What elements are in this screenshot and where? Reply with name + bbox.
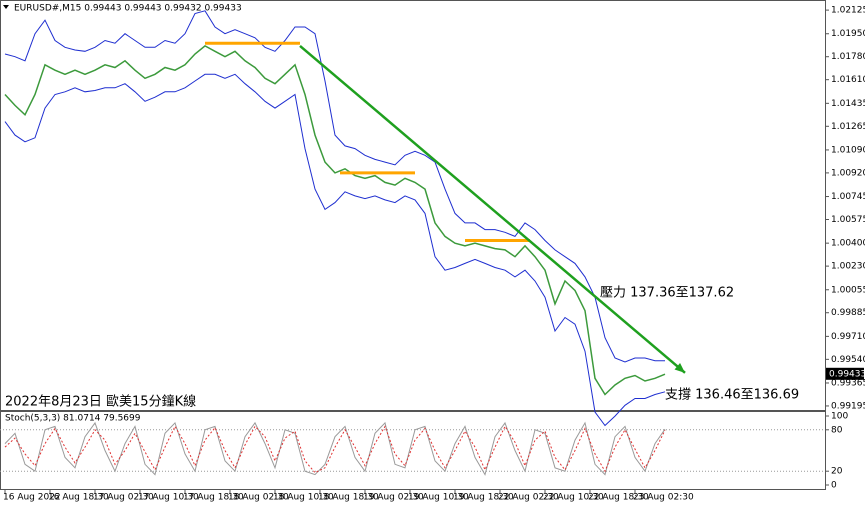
y-tick-label: 1.01780 xyxy=(831,52,865,62)
x-tick-label: 22 Aug 18:30 xyxy=(588,493,649,503)
series-line xyxy=(4,421,666,476)
x-tick-label: 19 Aug 18:30 xyxy=(453,493,514,503)
y-tick-label: 1.00055 xyxy=(831,285,865,295)
y-tick-label: 1.01090 xyxy=(831,145,865,155)
stoch-panel xyxy=(0,411,826,490)
y-tick-label: 1.00745 xyxy=(831,192,865,202)
y-tick-label: 0 xyxy=(831,481,837,491)
chart-title: EURUSD#,M15 0.99443 0.99443 0.99432 0.99… xyxy=(14,4,242,14)
y-tick-label: 0.99885 xyxy=(831,308,865,318)
price-label: 0.99433 xyxy=(829,369,865,379)
series-line xyxy=(4,10,665,363)
y-tick-label: 1.00230 xyxy=(831,262,865,272)
y-tick-label: 1.00400 xyxy=(831,239,865,249)
series-line xyxy=(4,73,666,427)
x-tick-label: 18 Aug 18:30 xyxy=(318,493,379,503)
series-line xyxy=(4,45,666,396)
y-tick-label: 1.00575 xyxy=(831,215,865,225)
x-tick-label: 18 Aug 02:30 xyxy=(228,493,289,503)
y-tick-label: 80 xyxy=(831,425,843,435)
x-tick-label: 19 Aug 02:30 xyxy=(363,493,424,503)
y-tick-label: 0.99540 xyxy=(831,355,865,365)
y-tick-label: 1.00920 xyxy=(831,168,865,178)
x-tick-label: 17 Aug 02:30 xyxy=(93,493,154,503)
x-tick-label: 22 Aug 10:30 xyxy=(543,493,604,503)
annotation: 壓力 137.36至137.62 xyxy=(600,286,734,301)
main-panel xyxy=(0,0,826,411)
stoch-title: Stoch(5,3,3) 81.0714 79.5699 xyxy=(5,414,141,424)
y-tick-label: 1.01265 xyxy=(831,122,865,132)
price-box xyxy=(826,367,864,380)
y-tick-label: 0.99710 xyxy=(831,332,865,342)
x-tick-label: 16 Aug 18:30 xyxy=(48,493,109,503)
x-tick-label: 19 Aug 10:30 xyxy=(408,493,469,503)
annotation: 2022年8月23日 歐美15分鐘K線 xyxy=(5,394,196,410)
y-tick-label: 0.99195 xyxy=(831,401,865,411)
trend-line xyxy=(299,44,686,374)
x-tick-label: 23 Aug 02:30 xyxy=(633,493,694,503)
x-tick-label: 17 Aug 10:30 xyxy=(138,493,199,503)
y-tick-label: 0.99365 xyxy=(831,378,865,388)
x-tick-label: 16 Aug 2022 xyxy=(3,493,61,503)
annotation: 支撐 136.46至136.69 xyxy=(665,388,799,403)
y-tick-label: 1.01610 xyxy=(831,75,865,85)
y-tick-label: 100 xyxy=(831,412,848,422)
y-tick-label: 1.01435 xyxy=(831,99,865,109)
y-tick-label: 20 xyxy=(831,467,843,477)
series-line xyxy=(4,425,666,474)
y-tick-label: 1.02125 xyxy=(831,6,865,16)
arrow-head xyxy=(674,363,685,373)
title-arrow xyxy=(3,5,9,9)
x-tick-label: 17 Aug 18:30 xyxy=(183,493,244,503)
x-tick-label: 22 Aug 02:30 xyxy=(498,493,559,503)
y-tick-label: 1.01950 xyxy=(831,29,865,39)
x-tick-label: 18 Aug 10:30 xyxy=(273,493,334,503)
